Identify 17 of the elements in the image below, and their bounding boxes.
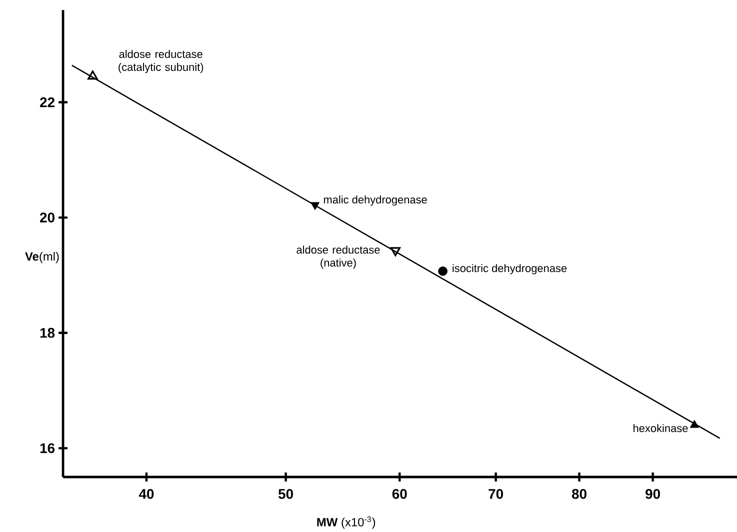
x-tick-label: 80 — [572, 488, 586, 499]
x-tick-label: 90 — [646, 488, 660, 499]
y-tick-label: 18 — [40, 328, 55, 338]
x-tick-label: 70 — [488, 488, 504, 499]
x-tick-label: 40 — [138, 488, 154, 499]
series-label: aldose reductase (native) — [296, 246, 380, 269]
series-label: malic dehydrogenase — [324, 195, 427, 206]
y-tick-label: 22 — [40, 97, 54, 108]
series-label: isocitric dehydrogenase — [452, 264, 567, 274]
y-tick-label: 20 — [40, 212, 54, 222]
x-axis-title: MW (x10$^{-3}$) — [317, 516, 376, 529]
x-tick-label: 60 — [392, 488, 407, 499]
text: aldose reductase (catalytic subunit) — [118, 50, 204, 74]
series-label: hexokinase — [634, 424, 688, 432]
y-tick-label: 16 — [40, 443, 55, 454]
y-axis-title: Ve(ml) — [25, 252, 59, 264]
x-tick-label: 50 — [278, 488, 293, 499]
